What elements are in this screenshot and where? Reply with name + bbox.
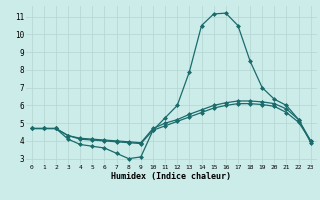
X-axis label: Humidex (Indice chaleur): Humidex (Indice chaleur) xyxy=(111,172,231,181)
